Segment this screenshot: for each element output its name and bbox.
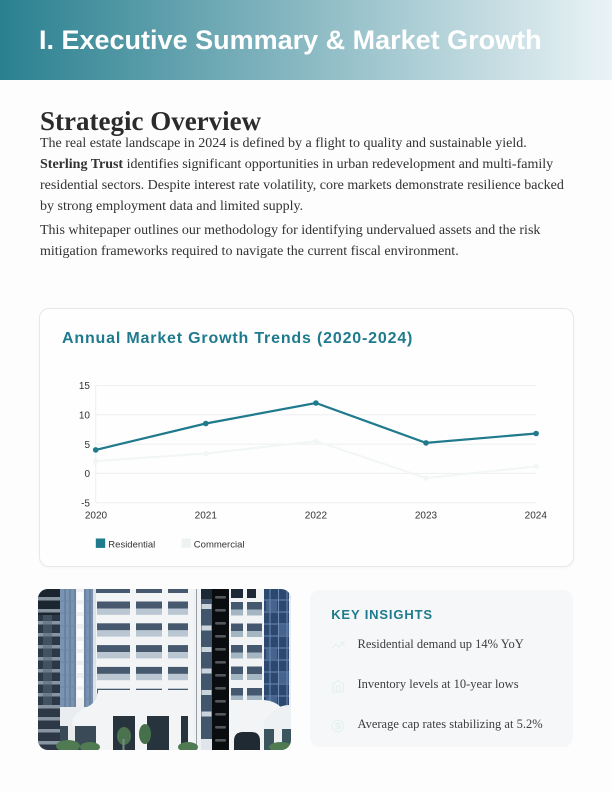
svg-text:2024: 2024 bbox=[525, 511, 548, 522]
svg-text:5: 5 bbox=[84, 440, 90, 451]
svg-text:0: 0 bbox=[84, 469, 90, 480]
svg-text:10: 10 bbox=[79, 411, 91, 422]
svg-text:2023: 2023 bbox=[415, 511, 438, 522]
svg-text:2022: 2022 bbox=[305, 511, 328, 522]
svg-text:Commercial: Commercial bbox=[194, 539, 245, 550]
svg-text:2021: 2021 bbox=[195, 511, 218, 522]
svg-text:-5: -5 bbox=[81, 498, 90, 509]
svg-text:2020: 2020 bbox=[85, 511, 108, 522]
svg-text:Residential: Residential bbox=[108, 539, 155, 550]
svg-text:15: 15 bbox=[79, 381, 91, 392]
